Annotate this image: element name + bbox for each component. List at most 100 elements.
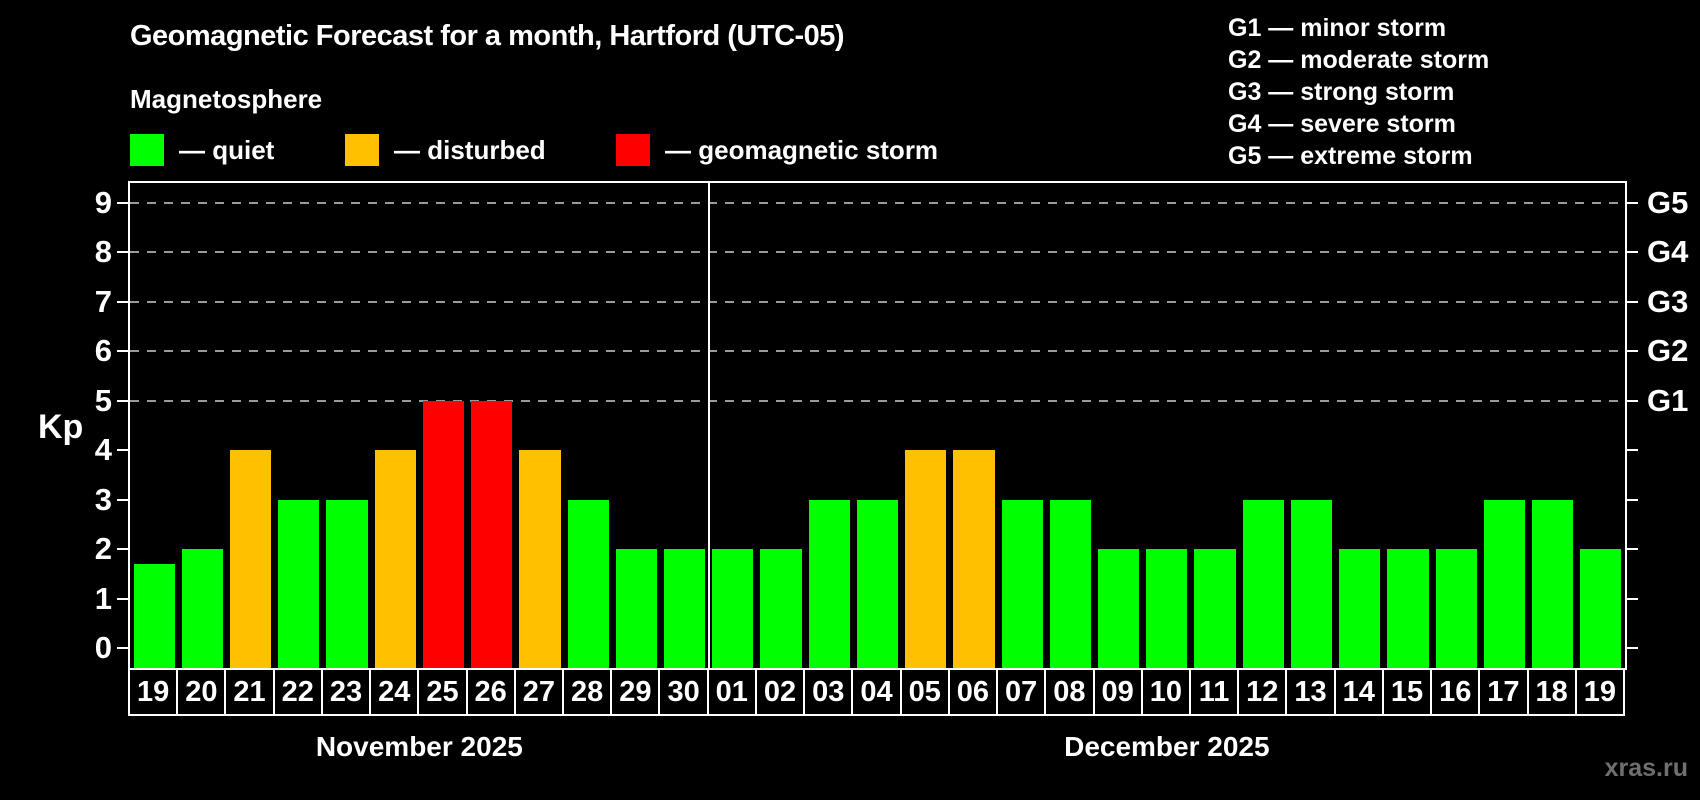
g2-legend-line: G2 — moderate storm <box>1228 46 1490 74</box>
kp-bar-day-28 <box>567 499 609 668</box>
y-axis-tick-right-4 <box>1627 449 1638 452</box>
date-cell-26: 26 <box>465 668 516 716</box>
legend-item-quiet: — quiet <box>130 133 274 167</box>
kp-bar-day-21 <box>229 450 272 668</box>
y-axis-label-1: 1 <box>94 580 112 616</box>
kp-bar-day-26 <box>471 400 513 668</box>
chart-title: Geomagnetic Forecast for a month, Hartfo… <box>130 20 845 52</box>
gridline-kp6 <box>130 350 1625 353</box>
y-axis-label-5: 5 <box>94 382 112 418</box>
kp-bar-day-17 <box>1483 499 1526 668</box>
kp-bar-day-24 <box>374 450 416 668</box>
date-cell-24: 24 <box>369 668 420 716</box>
kp-bar-day-09 <box>1098 549 1140 668</box>
y-axis-tick-left-1 <box>117 597 128 600</box>
y-axis-tick-left-5 <box>117 399 128 402</box>
date-cell-02: 02 <box>754 668 806 716</box>
kp-bar-day-22 <box>278 499 320 668</box>
month-label-december: December 2025 <box>1064 731 1270 762</box>
y-axis-tick-left-9 <box>117 201 128 204</box>
date-cell-06: 06 <box>947 668 999 716</box>
y-axis-tick-left-2 <box>117 548 128 551</box>
kp-bar-day-05 <box>905 450 947 668</box>
kp-bar-day-20 <box>181 549 223 668</box>
date-cell-30: 30 <box>658 668 709 716</box>
kp-bar-day-08 <box>1049 499 1091 668</box>
y-axis-label-7: 7 <box>94 283 112 319</box>
legend-storm-label: — geomagnetic storm <box>665 134 939 165</box>
kp-bar-day-04 <box>856 499 899 668</box>
g-axis-label-g1: G1 <box>1647 382 1689 418</box>
g-axis-label-g5: G5 <box>1647 184 1689 220</box>
g4-legend-line: G4 — severe storm <box>1228 110 1456 138</box>
kp-bar-day-11 <box>1194 549 1236 668</box>
legend-item-storm: — geomagnetic storm <box>616 133 938 167</box>
y-axis-tick-right-5 <box>1627 399 1638 402</box>
kp-bar-day-01 <box>712 549 754 668</box>
y-axis-label-6: 6 <box>94 333 112 369</box>
kp-bar-day-23 <box>326 499 368 668</box>
y-axis-label-4: 4 <box>94 432 112 468</box>
y-axis-tick-left-3 <box>117 498 128 501</box>
y-axis-label-2: 2 <box>94 531 112 567</box>
date-cell-17: 17 <box>1478 668 1529 716</box>
date-cell-07: 07 <box>996 668 1047 716</box>
date-cell-20: 20 <box>176 668 227 716</box>
y-axis-tick-left-8 <box>117 251 128 254</box>
kp-bar-day-07 <box>1001 499 1043 668</box>
date-cell-13: 13 <box>1285 668 1336 716</box>
kp-bar-day-19 <box>133 564 175 668</box>
date-cell-19: 19 <box>128 668 179 716</box>
y-axis-label-3: 3 <box>94 481 112 517</box>
date-cell-03: 03 <box>803 668 854 716</box>
g-axis-label-g4: G4 <box>1647 234 1689 270</box>
kp-bar-day-02 <box>760 549 802 668</box>
date-cell-10: 10 <box>1140 668 1191 716</box>
disturbed-color-swatch <box>345 134 379 166</box>
date-cell-27: 27 <box>513 668 565 716</box>
date-cell-19: 19 <box>1574 668 1625 716</box>
quiet-color-swatch <box>130 134 164 166</box>
gridline-kp9 <box>130 201 1625 204</box>
kp-bar-day-14 <box>1339 549 1381 668</box>
y-axis-label-8: 8 <box>94 234 112 270</box>
kp-bar-day-13 <box>1290 499 1333 668</box>
date-cell-15: 15 <box>1381 668 1433 716</box>
kp-bar-day-15 <box>1387 549 1429 668</box>
kp-bar-day-18 <box>1532 499 1574 668</box>
date-cell-09: 09 <box>1092 668 1143 716</box>
date-cell-05: 05 <box>899 668 950 716</box>
legend-quiet-label: — quiet <box>179 134 275 165</box>
date-cell-21: 21 <box>224 668 275 716</box>
y-axis-tick-left-0 <box>117 647 128 650</box>
gridline-kp8 <box>130 251 1625 254</box>
date-cell-16: 16 <box>1430 668 1481 716</box>
y-axis-label-0: 0 <box>94 630 112 666</box>
month-label-november: November 2025 <box>315 731 523 762</box>
gridline-kp5 <box>130 399 1625 402</box>
kp-bar-day-10 <box>1146 549 1188 668</box>
g-scale-legend: G1 — minor storm G2 — moderate storm G3 … <box>1228 12 1489 172</box>
y-axis-title: Kp <box>38 408 84 446</box>
kp-bar-day-29 <box>615 549 657 668</box>
g5-legend-line: G5 — extreme storm <box>1228 142 1473 170</box>
y-axis-tick-right-1 <box>1627 597 1638 600</box>
g-axis-label-g3: G3 <box>1647 283 1689 319</box>
kp-bar-day-19 <box>1580 549 1622 668</box>
month-divider <box>707 183 710 668</box>
y-axis-tick-right-3 <box>1627 498 1638 501</box>
kp-bar-day-30 <box>663 549 706 668</box>
g1-legend-line: G1 — minor storm <box>1228 14 1447 42</box>
date-cell-14: 14 <box>1333 668 1384 716</box>
date-cell-22: 22 <box>272 668 323 716</box>
date-cell-08: 08 <box>1044 668 1095 716</box>
date-cell-29: 29 <box>610 668 661 716</box>
y-axis-tick-right-0 <box>1627 647 1638 650</box>
y-axis-tick-left-6 <box>117 350 128 353</box>
plot-area <box>128 181 1627 670</box>
y-axis-tick-right-9 <box>1627 201 1638 204</box>
y-axis-tick-right-6 <box>1627 350 1638 353</box>
y-axis-tick-left-4 <box>117 449 128 452</box>
date-cell-28: 28 <box>562 668 613 716</box>
